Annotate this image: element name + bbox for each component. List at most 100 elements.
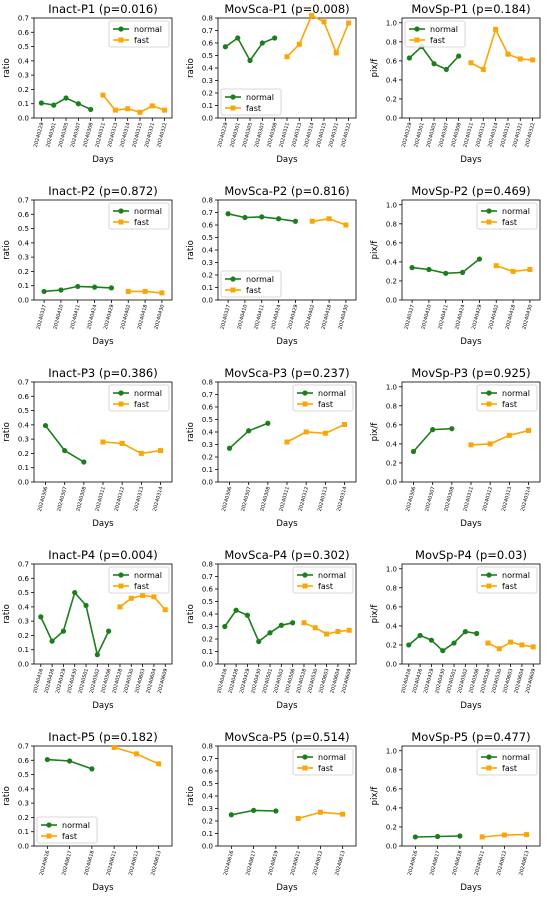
x-tick-label: 20240426: [228, 668, 240, 694]
data-point-fast: [162, 607, 168, 613]
y-tick-label: 0.6: [18, 29, 30, 37]
legend-label: fast: [430, 36, 445, 45]
legend-marker-fast: [302, 583, 308, 589]
data-point-fast: [140, 592, 146, 598]
data-point-fast: [326, 216, 332, 222]
data-point-normal: [222, 44, 228, 50]
data-point-normal: [256, 638, 262, 645]
legend-label: normal: [502, 753, 530, 762]
series-line-normal: [44, 425, 85, 463]
legend: normal fast: [404, 20, 466, 48]
y-tick-label: 0.0: [202, 297, 213, 305]
x-tick-label: 20240308: [450, 122, 462, 148]
data-point-fast: [506, 432, 512, 438]
y-tick-label: 1.0: [386, 565, 397, 573]
legend: normal fast: [108, 20, 170, 48]
y-tick-label: 0.8: [386, 584, 397, 592]
x-tick-label: 20240312: [298, 486, 310, 512]
chart-panel-15: MovSp-P5 (p=0.477) 0.0 0.2 0.4 0.6 0.8 1.0 2024…: [370, 730, 541, 893]
data-point-normal: [417, 632, 423, 639]
x-tick-label: 20240429: [239, 668, 251, 694]
x-tick-label: 20240314: [119, 122, 131, 148]
data-point-fast: [524, 832, 530, 838]
y-tick-label: 0.0: [202, 479, 213, 487]
data-point-normal: [58, 287, 64, 293]
data-point-normal: [60, 628, 67, 634]
y-tick-label: 0.3: [202, 623, 213, 631]
x-tick-label: 20240411: [253, 304, 265, 330]
x-tick-label: 20240612: [128, 850, 140, 876]
data-point-fast: [501, 832, 507, 838]
data-point-fast: [151, 594, 157, 600]
y-tick-label: 0.7: [18, 197, 29, 205]
x-tick-label: 20240313: [291, 122, 303, 148]
x-tick-label: 20240501: [262, 668, 274, 694]
x-tick-label: 20240410: [52, 304, 64, 330]
y-tick-label: 0.3: [18, 800, 29, 808]
x-axis-label: Days: [460, 519, 482, 529]
y-tick-label: 0.5: [202, 52, 213, 60]
data-point-fast: [312, 625, 318, 631]
y-tick-label: 0.1: [18, 828, 29, 836]
data-point-fast: [295, 816, 301, 821]
x-tick-label: 20240611: [290, 850, 302, 876]
data-point-normal: [49, 638, 55, 644]
data-point-normal: [410, 448, 417, 455]
y-axis-label: pix/f: [370, 604, 380, 624]
y-tick-label: 0.0: [202, 115, 213, 123]
legend: normal fast: [108, 384, 170, 412]
data-point-normal: [62, 447, 68, 454]
y-tick-label: 0.3: [18, 436, 29, 444]
legend: normal fast: [220, 88, 282, 116]
y-axis-label: ratio: [2, 240, 12, 260]
x-tick-label: 20240612: [312, 850, 324, 876]
x-tick-label: 20240327: [220, 304, 232, 330]
legend-marker-fast: [302, 765, 308, 771]
y-tick-label: 0.6: [386, 57, 398, 65]
data-point-fast: [496, 646, 502, 652]
chart-panel-7: Inact-P3 (p=0.386) 0.0 0.1 0.2 0.3 0.4 0.5 0.6 0…: [2, 366, 173, 529]
legend-marker-fast: [118, 583, 124, 589]
data-point-fast: [125, 288, 131, 294]
y-tick-label: 0.7: [18, 15, 29, 23]
y-tick-label: 0.2: [386, 95, 397, 103]
data-point-normal: [409, 265, 415, 271]
axes-frame: [33, 199, 173, 301]
data-point-fast: [468, 442, 474, 448]
y-tick-label: 0.2: [18, 632, 29, 640]
x-tick-label: 20240307: [56, 486, 68, 512]
chart-title: MovSp-P1 (p=0.184): [411, 2, 530, 16]
x-tick-label: 20240416: [400, 668, 412, 694]
data-point-normal: [42, 422, 49, 429]
y-tick-label: 0.6: [18, 757, 30, 765]
data-point-fast: [159, 290, 165, 296]
x-tick-label: 20240617: [429, 850, 441, 876]
data-point-normal: [91, 284, 98, 290]
x-tick-label: 20240314: [303, 122, 315, 148]
data-point-fast: [322, 430, 328, 436]
legend-label: fast: [502, 400, 517, 409]
y-tick-label: 0.2: [386, 459, 397, 467]
x-tick-label: 20240424: [454, 304, 466, 330]
data-point-normal: [225, 211, 231, 217]
y-tick-label: 0.4: [386, 76, 398, 84]
x-tick-label: 20240501: [446, 668, 458, 694]
y-axis-label: ratio: [186, 422, 196, 442]
legend: normal fast: [220, 270, 282, 298]
legend-label: normal: [318, 571, 346, 580]
data-point-normal: [406, 642, 412, 648]
data-point-normal: [440, 648, 446, 654]
legend-marker-fast: [486, 765, 492, 771]
chart-title: Inact-P1 (p=0.016): [48, 2, 157, 16]
x-tick-label: 20240322: [156, 122, 168, 148]
chart-title: MovSca-P5 (p=0.514): [224, 730, 349, 744]
y-tick-label: 0.8: [386, 220, 397, 228]
y-tick-label: 0.5: [202, 234, 213, 242]
data-point-fast: [335, 629, 341, 634]
y-tick-label: 0.4: [386, 804, 398, 812]
data-point-normal: [75, 283, 81, 290]
data-point-fast: [346, 20, 352, 26]
data-point-normal: [38, 614, 44, 620]
data-point-normal: [51, 102, 57, 108]
